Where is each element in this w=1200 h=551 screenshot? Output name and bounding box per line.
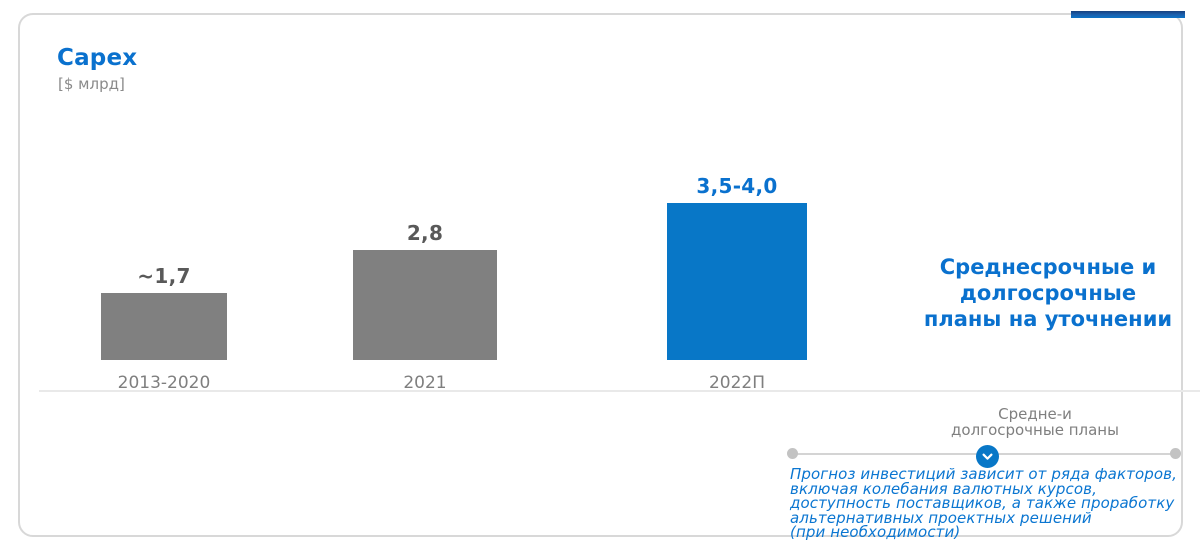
timeline-end-dot bbox=[1170, 448, 1181, 459]
chevron-down-icon bbox=[976, 445, 999, 468]
x-tick-label-2013-2020: 2013-2020 bbox=[117, 373, 211, 393]
chart-title: Capex bbox=[57, 45, 138, 71]
capex-card: Capex [$ млрд] ~1,7 2013-2020 2,8 2021 3… bbox=[18, 13, 1200, 539]
plans-status-annotation: Среднесрочные и долгосрочные планы на ут… bbox=[923, 255, 1173, 331]
x-tick-label-2021: 2021 bbox=[403, 373, 447, 393]
top-accent-strip bbox=[1071, 11, 1185, 18]
bar-2013-2020 bbox=[101, 293, 227, 360]
chart-unit-label: [$ млрд] bbox=[58, 75, 125, 93]
x-tick-label-2022: 2022П bbox=[708, 373, 766, 393]
bar-value-label: ~1,7 bbox=[137, 264, 191, 288]
forecast-footnote: Прогноз инвестиций зависит от ряда факто… bbox=[790, 465, 1177, 541]
x-axis-line bbox=[39, 390, 1200, 392]
bar-group-2021: 2,8 2021 bbox=[353, 221, 497, 393]
bar-group-2013-2020: ~1,7 2013-2020 bbox=[101, 264, 227, 393]
bar-2022-forecast bbox=[667, 203, 807, 360]
bar-2021 bbox=[353, 250, 497, 360]
bar-value-label: 3,5-4,0 bbox=[696, 174, 778, 198]
bar-value-label: 2,8 bbox=[406, 221, 444, 245]
timeline-stage-label: Средне-и долгосрочные планы bbox=[951, 405, 1119, 439]
bar-group-2022-forecast: 3,5-4,0 2022П bbox=[667, 174, 807, 393]
timeline-start-dot bbox=[787, 448, 798, 459]
